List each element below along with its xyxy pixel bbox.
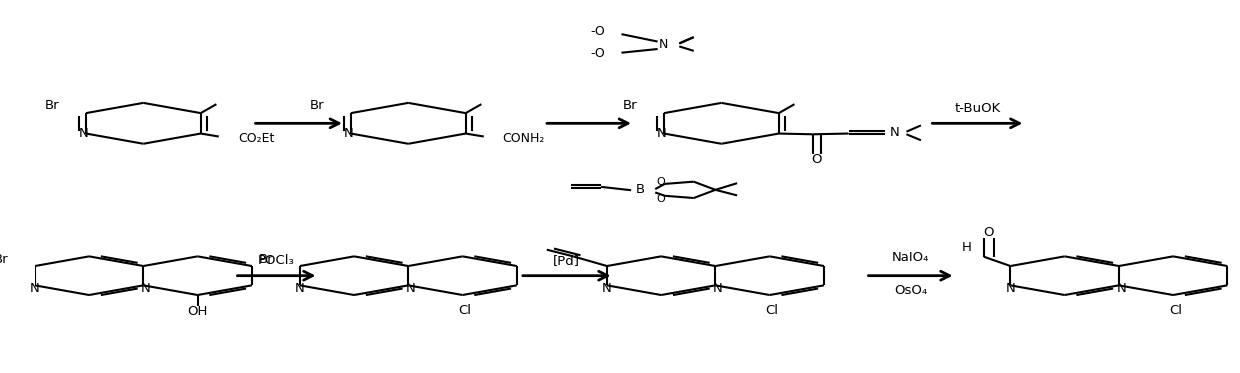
Text: OsO₄: OsO₄ bbox=[894, 284, 928, 297]
Text: Br: Br bbox=[310, 99, 325, 112]
Text: Br: Br bbox=[0, 253, 9, 266]
Text: Br: Br bbox=[259, 253, 274, 266]
Text: O: O bbox=[657, 194, 666, 204]
Text: O: O bbox=[811, 153, 821, 166]
Text: N: N bbox=[405, 282, 415, 295]
Text: N: N bbox=[889, 126, 899, 139]
Text: H: H bbox=[962, 241, 972, 254]
Text: CONH₂: CONH₂ bbox=[502, 132, 544, 145]
Text: N: N bbox=[141, 282, 150, 295]
Text: N: N bbox=[603, 282, 611, 295]
Text: Cl: Cl bbox=[459, 304, 471, 317]
Text: N: N bbox=[295, 282, 305, 295]
Text: Cl: Cl bbox=[765, 304, 779, 317]
Text: B: B bbox=[636, 183, 645, 195]
Text: O: O bbox=[983, 226, 994, 239]
Text: t-BuOK: t-BuOK bbox=[955, 102, 1001, 115]
Text: N: N bbox=[30, 282, 40, 295]
Text: NaIO₄: NaIO₄ bbox=[892, 251, 929, 264]
Text: -O: -O bbox=[590, 25, 605, 38]
Text: Cl: Cl bbox=[1169, 304, 1182, 317]
Text: N: N bbox=[658, 38, 668, 51]
Text: [Pd]: [Pd] bbox=[553, 254, 580, 267]
Text: OH: OH bbox=[187, 305, 208, 318]
Text: O: O bbox=[657, 177, 666, 186]
Text: N: N bbox=[1116, 282, 1126, 295]
Text: N: N bbox=[343, 127, 353, 140]
Text: Br: Br bbox=[622, 99, 637, 112]
Text: Br: Br bbox=[45, 99, 60, 112]
Text: N: N bbox=[657, 127, 667, 140]
Text: CO₂Et: CO₂Et bbox=[238, 132, 274, 145]
Text: N: N bbox=[713, 282, 723, 295]
Text: N: N bbox=[1006, 282, 1016, 295]
Text: POCl₃: POCl₃ bbox=[258, 254, 295, 267]
Text: N: N bbox=[78, 127, 88, 140]
Text: -O: -O bbox=[590, 47, 605, 60]
